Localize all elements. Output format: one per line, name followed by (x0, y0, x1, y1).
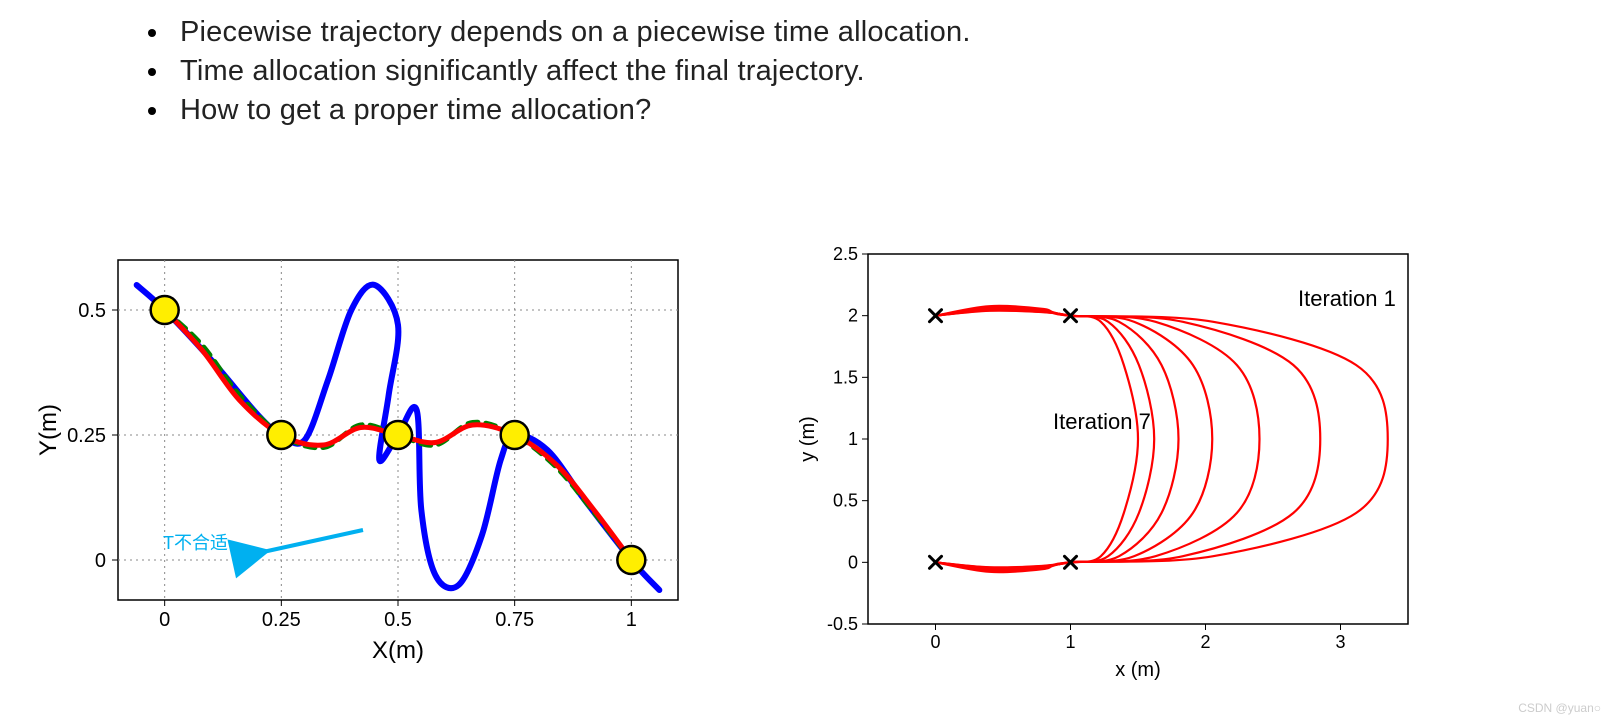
svg-text:1.5: 1.5 (833, 367, 858, 387)
svg-text:2.5: 2.5 (833, 244, 858, 264)
svg-text:2: 2 (848, 306, 858, 326)
svg-text:1: 1 (1065, 632, 1075, 652)
bullet-dot-icon (148, 29, 156, 37)
trajectory-chart: 0 0.25 0.5 0.75 1 0 0.25 0.5 X(m) Y(m) T不合适 (28, 240, 708, 680)
svg-text:0.25: 0.25 (67, 425, 106, 447)
svg-text:X(m): X(m) (372, 637, 424, 664)
svg-text:0.5: 0.5 (384, 609, 412, 631)
bullet-text: Piecewise trajectory depends on a piecew… (180, 16, 971, 49)
svg-text:Y(m): Y(m) (35, 404, 62, 456)
bullet-item: How to get a proper time allocation? (148, 94, 971, 127)
watermark-text: CSDN @yuan○ (1518, 701, 1601, 715)
charts-row: 0 0.25 0.5 0.75 1 0 0.25 0.5 X(m) Y(m) T不合适 0 1 2 3 -0… (28, 240, 1428, 680)
bullet-dot-icon (148, 68, 156, 76)
iteration-svg: 0 1 2 3 -0.5 0 0.5 1 1.5 2 2.5 x (m) y (m) Iteration … (788, 240, 1428, 680)
bullet-item: Time allocation significantly affect the… (148, 55, 971, 88)
svg-text:3: 3 (1335, 632, 1345, 652)
svg-text:y (m): y (m) (797, 416, 819, 462)
svg-text:0: 0 (95, 550, 106, 572)
svg-text:0: 0 (159, 609, 170, 631)
bullet-text: How to get a proper time allocation? (180, 94, 651, 127)
svg-text:0.5: 0.5 (78, 300, 106, 322)
svg-text:1: 1 (848, 429, 858, 449)
svg-text:0.75: 0.75 (495, 609, 534, 631)
svg-text:0.5: 0.5 (833, 491, 858, 511)
svg-text:0: 0 (930, 632, 940, 652)
svg-text:x (m): x (m) (1115, 659, 1161, 680)
svg-text:Iteration 7: Iteration 7 (1053, 409, 1151, 434)
svg-text:2: 2 (1200, 632, 1210, 652)
trajectory-svg: 0 0.25 0.5 0.75 1 0 0.25 0.5 X(m) Y(m) T不合适 (28, 240, 708, 680)
bullet-dot-icon (148, 107, 156, 115)
svg-text:0: 0 (848, 552, 858, 572)
svg-text:T不合适: T不合适 (163, 533, 228, 553)
svg-text:-0.5: -0.5 (827, 614, 858, 634)
svg-text:Iteration 1: Iteration 1 (1298, 286, 1396, 311)
bullet-list: Piecewise trajectory depends on a piecew… (148, 16, 971, 133)
svg-text:0.25: 0.25 (262, 609, 301, 631)
svg-text:1: 1 (626, 609, 637, 631)
iteration-chart: 0 1 2 3 -0.5 0 0.5 1 1.5 2 2.5 x (m) y (m) Iteration … (788, 240, 1428, 680)
bullet-item: Piecewise trajectory depends on a piecew… (148, 16, 971, 49)
bullet-text: Time allocation significantly affect the… (180, 55, 865, 88)
